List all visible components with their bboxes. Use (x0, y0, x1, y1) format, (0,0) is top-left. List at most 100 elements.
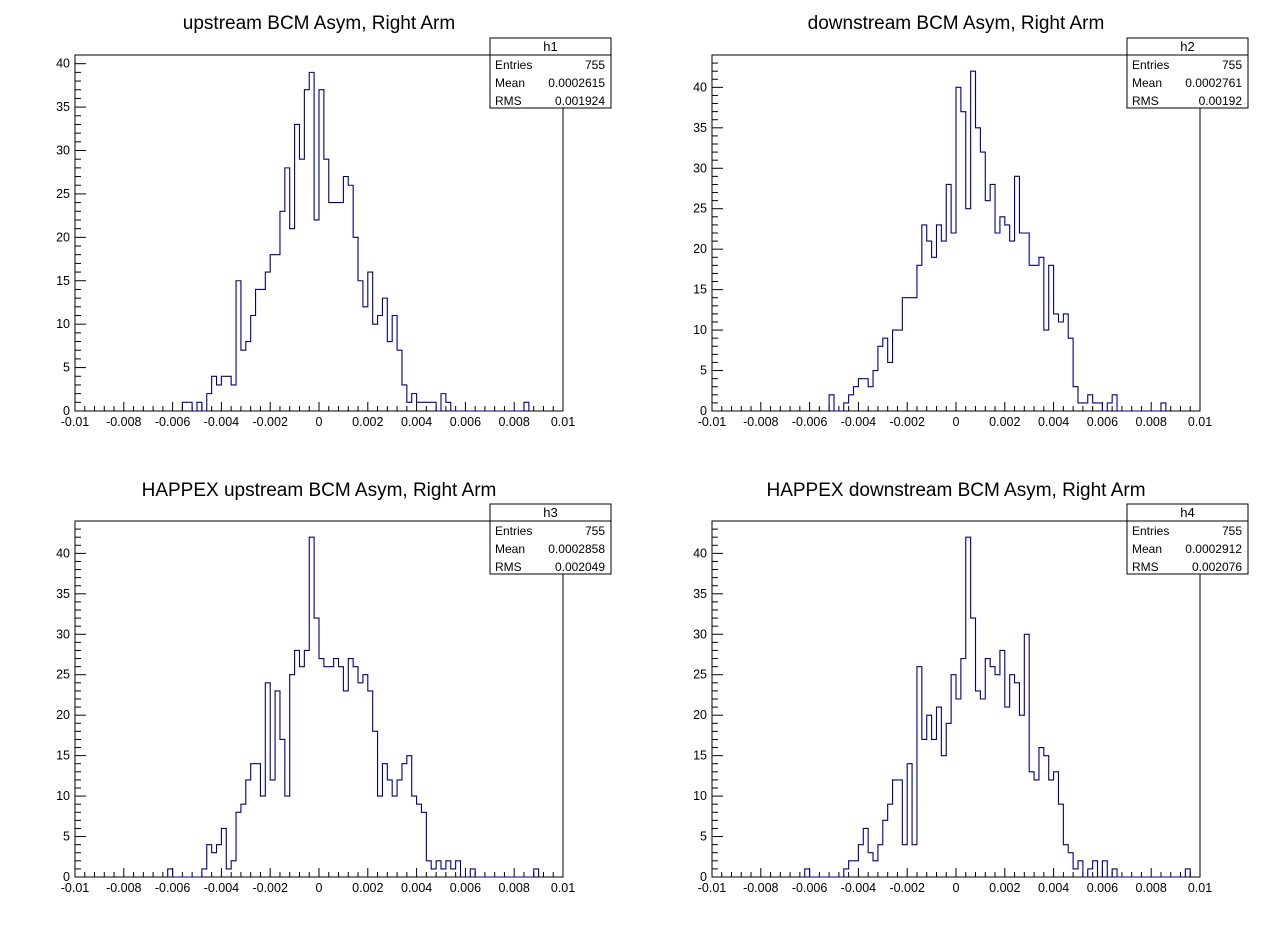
y-tick-label: 20 (56, 230, 70, 244)
histogram-bin (378, 796, 383, 877)
histogram-bin (1049, 780, 1054, 877)
histogram-bin (985, 201, 990, 411)
histogram-bin (358, 683, 363, 877)
histogram-bin (1039, 257, 1044, 411)
stats-value: 0.00192 (1199, 94, 1243, 108)
histogram-bin (387, 342, 392, 411)
histogram-bin (805, 869, 810, 877)
histogram-bin (446, 861, 451, 877)
histogram-bin (873, 371, 878, 411)
histogram-bin (1019, 233, 1024, 411)
x-tick-label: 0.004 (1038, 881, 1069, 895)
histogram-bin (226, 376, 231, 411)
histogram-bin (951, 675, 956, 877)
histogram-bin (373, 324, 378, 411)
histogram-bin (873, 861, 878, 877)
histogram-bin (431, 869, 436, 877)
stats-label: Mean (495, 76, 525, 90)
histogram-bin (868, 387, 873, 411)
y-tick-label: 5 (63, 361, 70, 375)
x-tick-label: 0.008 (1136, 415, 1167, 429)
histogram-bin (187, 402, 192, 411)
histogram-bin (897, 330, 902, 411)
histogram-bin (1093, 403, 1098, 411)
histogram-bin (1044, 330, 1049, 411)
histogram-bin (217, 385, 222, 411)
histogram-bin (348, 659, 353, 877)
histogram-bin (1000, 650, 1005, 877)
histogram-bin (324, 159, 329, 411)
histogram-bin (902, 298, 907, 411)
histogram-bin (299, 667, 304, 877)
histogram-bin (241, 804, 246, 877)
x-tick-label: 0.002 (352, 415, 383, 429)
stats-label: RMS (495, 560, 522, 574)
histogram-bin (212, 853, 217, 877)
histogram-bin (417, 402, 422, 411)
stats-label: RMS (1132, 94, 1159, 108)
stats-box (1126, 37, 1249, 109)
histogram-bin (922, 225, 927, 411)
histogram-bin (329, 203, 334, 411)
y-tick-label: 35 (693, 121, 707, 135)
histogram-bin (985, 659, 990, 877)
histogram-bin (363, 307, 368, 411)
x-tick-label: -0.002 (889, 415, 924, 429)
histogram-bin (265, 272, 270, 411)
histogram-bin (1034, 265, 1039, 411)
y-tick-label: 0 (63, 404, 70, 418)
histogram-bin (1088, 869, 1093, 877)
histogram-bin (1024, 233, 1029, 411)
histogram-bin (907, 298, 912, 411)
histogram-bin (893, 780, 898, 877)
histogram-bin (358, 281, 363, 411)
histogram-bin (1078, 403, 1083, 411)
histogram-bin (912, 298, 917, 411)
histogram-bin (353, 237, 358, 411)
histogram-bin (260, 796, 265, 877)
chart-title: HAPPEX upstream BCM Asym, Right Arm (142, 480, 497, 501)
histogram-bin (844, 403, 849, 411)
histogram-bin (1063, 314, 1068, 411)
y-tick-label: 10 (56, 789, 70, 803)
histogram-bin (265, 683, 270, 877)
histogram-bin (534, 869, 539, 877)
x-tick-label: 0.008 (499, 415, 530, 429)
histogram-bin (290, 229, 295, 411)
histogram-bin (883, 338, 888, 411)
histogram-bin (966, 209, 971, 411)
histogram-bin (946, 723, 951, 877)
histogram-bin (456, 861, 461, 877)
histogram-bin (854, 861, 859, 877)
histogram-bin (182, 402, 187, 411)
histogram-bin (290, 675, 295, 877)
histogram-bin (339, 203, 344, 411)
histogram-bin (946, 184, 951, 411)
x-tick-label: 0.01 (551, 415, 575, 429)
x-tick-label: -0.004 (841, 415, 876, 429)
histogram-bin (295, 124, 300, 411)
y-tick-label: 40 (693, 546, 707, 560)
histogram-bin (951, 233, 956, 411)
histogram-bin (221, 376, 226, 411)
y-tick-label: 15 (693, 749, 707, 763)
stats-value: 0.002076 (1192, 560, 1242, 574)
histogram-bin (451, 869, 456, 877)
histogram-bin (1019, 715, 1024, 877)
x-tick-label: -0.008 (106, 881, 141, 895)
histogram-bin (893, 330, 898, 411)
x-tick-label: -0.01 (698, 415, 727, 429)
x-tick-label: -0.01 (61, 881, 90, 895)
histogram-bin (221, 828, 226, 877)
histogram-bin (207, 845, 212, 877)
histogram-bin (1015, 176, 1020, 411)
histogram-bin (966, 537, 971, 877)
x-tick-label: 0 (316, 881, 323, 895)
histogram-bin (1029, 265, 1034, 411)
histogram-line (804, 536, 1191, 878)
stats-label: RMS (1132, 560, 1159, 574)
x-tick-label: -0.008 (743, 881, 778, 895)
histogram-bin (304, 650, 309, 877)
stats-label: Entries (495, 524, 532, 538)
histogram-bin (1073, 869, 1078, 877)
